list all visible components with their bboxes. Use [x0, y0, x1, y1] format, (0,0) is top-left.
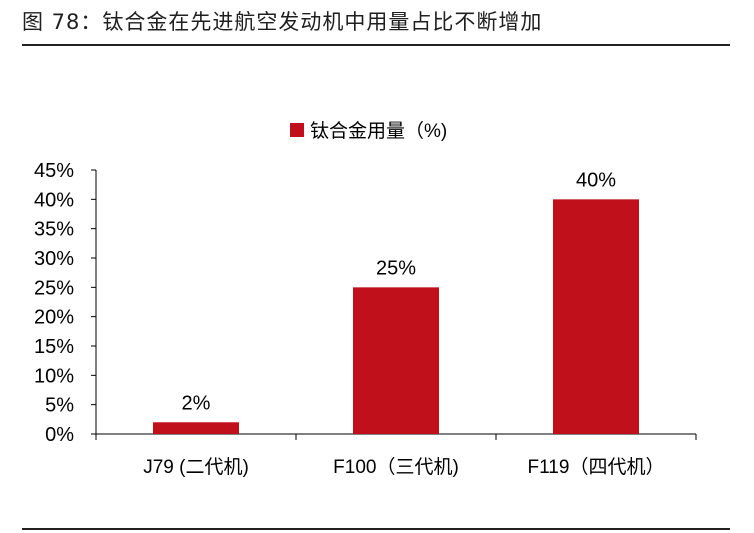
y-tick-label: 0% [45, 424, 74, 446]
top-rule [22, 44, 730, 46]
legend: 钛合金用量（%) [290, 120, 447, 142]
y-tick-label: 25% [34, 277, 74, 299]
bar [553, 199, 639, 434]
value-labels: 2% 25% 40% [182, 169, 617, 414]
y-axis: 0% 5% 10% 15% 20% 25% 30% 35% 40% 45% [34, 160, 97, 446]
bar [353, 287, 439, 434]
figure-title: 图 78：钛合金在先进航空发动机中用量占比不断增加 [22, 10, 543, 34]
y-tick-label: 5% [45, 395, 74, 417]
y-tick-label: 20% [34, 307, 74, 329]
y-tick-label: 35% [34, 219, 74, 241]
bottom-rule [22, 528, 730, 530]
y-tick-label: 45% [34, 160, 74, 182]
y-tick-label: 30% [34, 248, 74, 270]
legend-label: 钛合金用量（%) [310, 120, 447, 142]
bars [153, 199, 639, 434]
y-tick-label: 10% [34, 365, 74, 387]
x-tick-label: J79 (二代机) [143, 456, 249, 478]
x-axis: J79 (二代机) F100（三代机) F119（四代机） [95, 433, 697, 478]
value-label: 25% [376, 257, 416, 279]
x-tick-label: F100（三代机) [333, 456, 459, 478]
value-label: 2% [182, 392, 211, 414]
y-tick-label: 40% [34, 189, 74, 211]
y-tick-label: 15% [34, 336, 74, 358]
x-tick-label: F119（四代机） [528, 456, 665, 478]
legend-swatch [290, 123, 304, 137]
bar [153, 422, 239, 434]
value-label: 40% [576, 169, 616, 191]
